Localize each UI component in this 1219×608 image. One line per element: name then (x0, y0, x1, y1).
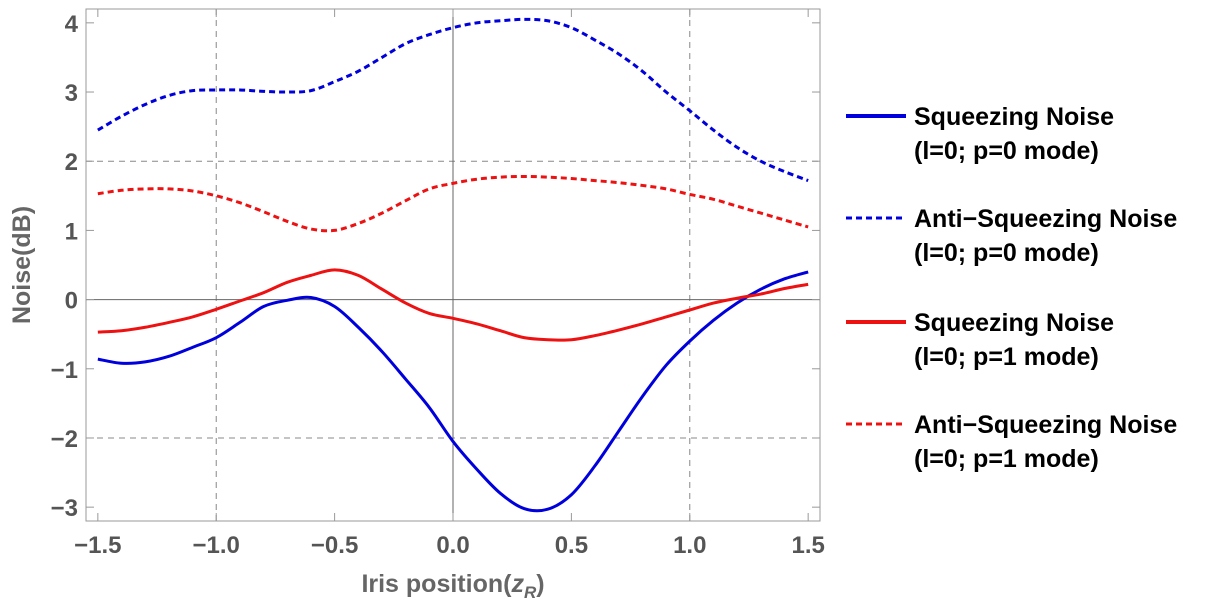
series-line-anti-squeezing-p0 (97, 17, 809, 182)
x-tick-label: 0.0 (436, 532, 469, 559)
x-tick-label: 1.5 (791, 532, 824, 559)
y-tick-label: 3 (65, 80, 78, 107)
x-tick-label: 0.5 (555, 532, 588, 559)
x-tick-label: −0.5 (311, 532, 358, 559)
zero-axes (86, 9, 820, 521)
legend-label: Anti−Squeezing Noise (914, 411, 1177, 439)
tick-labels: −1.5 −1.0 −0.5 0.0 0.5 1.0 1.5 −3 −2 −1 0 1 2 3 4 (51, 11, 825, 559)
legend-entry-anti-squeezing-p0: Anti−Squeezing Noise (l=0; p=0 mode) (846, 205, 1177, 267)
x-tick-label: −1.0 (193, 532, 240, 559)
y-tick-label: 4 (65, 11, 79, 38)
x-axis-title: Iris position(zR) (361, 570, 544, 602)
legend-entry-squeezing-p0: Squeezing Noise (l=0; p=0 mode) (846, 103, 1114, 165)
x-axis-title-subscript: R (524, 583, 537, 602)
x-axis-title-symbol: z (510, 570, 524, 598)
x-tick-label: −1.5 (74, 532, 121, 559)
legend-entry-squeezing-p1: Squeezing Noise (l=0; p=1 mode) (846, 309, 1114, 371)
legend-label: Squeezing Noise (914, 309, 1114, 337)
y-tick-label: −1 (51, 357, 78, 384)
series-lines (97, 17, 809, 513)
series-line-anti-squeezing-p1 (97, 174, 809, 233)
legend-sublabel: (l=0; p=1 mode) (914, 343, 1099, 371)
legend: Squeezing Noise(l=0; p=0 mode)Anti−Squee… (846, 103, 1177, 473)
y-tick-label: −3 (51, 495, 78, 522)
y-tick-label: 1 (65, 218, 78, 245)
y-axis-title: Noise(dB) (8, 206, 36, 324)
legend-sublabel: (l=0; p=1 mode) (914, 445, 1099, 473)
legend-label: Anti−Squeezing Noise (914, 205, 1177, 233)
y-tick-label: −2 (51, 426, 78, 453)
legend-entry-anti-squeezing-p1: Anti−Squeezing Noise (l=0; p=1 mode) (846, 411, 1177, 473)
tick-marks (86, 9, 820, 521)
y-tick-label: 2 (65, 149, 78, 176)
series-line-squeezing-p0 (97, 270, 809, 513)
legend-sublabel: (l=0; p=0 mode) (914, 137, 1099, 165)
y-tick-label: 0 (65, 288, 78, 315)
legend-sublabel: (l=0; p=0 mode) (914, 239, 1099, 267)
legend-label: Squeezing Noise (914, 103, 1114, 131)
x-axis-title-main: Iris position( (361, 570, 512, 598)
series-line-squeezing-p1 (97, 268, 809, 342)
x-tick-label: 1.0 (673, 532, 706, 559)
x-axis-title-close: ) (536, 570, 544, 598)
